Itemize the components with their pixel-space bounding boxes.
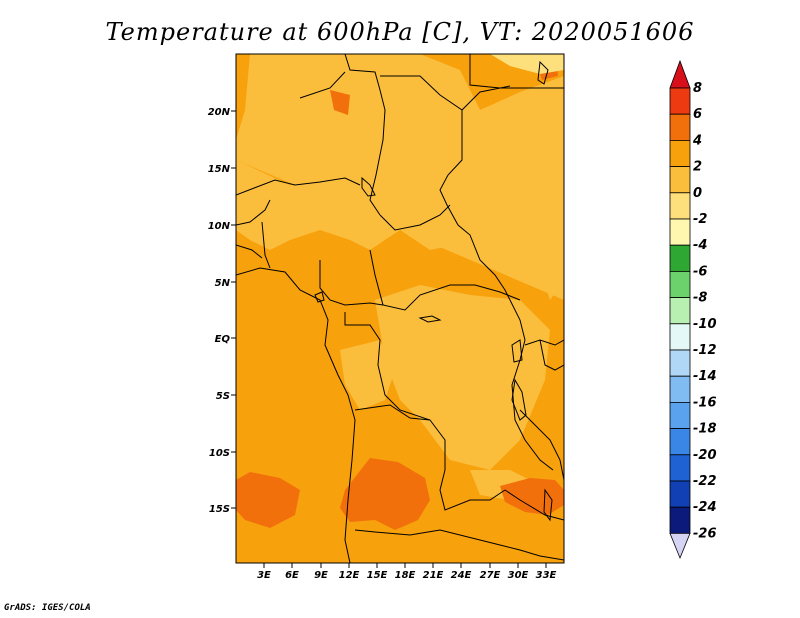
lon-tick-6e: 6E [285,563,299,581]
svg-text:EQ: EQ [215,334,231,345]
chart-title: Temperature at 600hPa [C], VT: 202005160… [105,18,695,46]
colorbar-bin-0-2 [669,166,691,194]
colorbar-label: 0 [693,186,702,201]
colorbar-label: -12 [693,343,717,358]
lon-tick-24e: 24E [451,563,472,581]
svg-text:18E: 18E [395,570,416,581]
svg-text:24E: 24E [451,570,472,581]
colorbar-bin-m22-m20 [669,454,691,482]
colorbar-label: -26 [693,526,717,541]
svg-text:10S: 10S [209,448,230,459]
svg-text:12E: 12E [339,570,360,581]
svg-text:33E: 33E [536,570,557,581]
svg-text:10N: 10N [208,221,231,232]
colorbar-label: -18 [693,422,717,437]
lon-tick-30e: 30E [508,563,529,581]
svg-text:15E: 15E [367,570,388,581]
lon-tick-33e: 33E [536,563,557,581]
latitude-axis: 20N 15N 10N 5N EQ 5S 10S 15S [208,107,236,515]
colorbar-label: -14 [693,369,717,384]
map-frame [235,53,565,564]
map-area [236,54,564,563]
colorbar-label: -16 [693,395,717,410]
colorbar-label: -10 [693,317,717,332]
lat-tick-10n: 10N [208,221,236,232]
svg-text:5S: 5S [216,391,230,402]
colorbar: 8 6 4 2 0 -2 -4 -6 -8 -10 -12 -14 -16 -1… [669,59,717,560]
colorbar-label: 6 [693,107,702,122]
colorbar-bin-m24-m22 [669,480,691,508]
colorbar-label: 4 [692,133,702,148]
lon-tick-3e: 3E [257,563,271,581]
svg-text:15N: 15N [208,164,231,175]
lon-tick-12e: 12E [339,563,360,581]
field-0-2 [236,54,564,500]
colorbar-label: -6 [693,264,707,279]
lat-tick-eq: EQ [215,334,236,345]
svg-text:30E: 30E [508,570,529,581]
colorbar-label: -4 [693,238,707,253]
colorbar-bin-m4-m2 [669,218,691,246]
colorbar-label: -8 [693,291,707,306]
colorbar-label: -24 [693,500,717,515]
lat-tick-10s: 10S [209,448,236,459]
lat-tick-5s: 5S [216,391,236,402]
colorbar-label: -2 [693,212,707,227]
colorbar-bin-6-8 [669,87,691,115]
colorbar-label: -20 [693,448,717,463]
colorbar-bin-2-4 [669,139,691,167]
svg-text:5N: 5N [215,278,231,289]
colorbar-label: 2 [693,160,702,175]
colorbar-bin-m20-m18 [669,428,691,456]
colorbar-bin-m8-m6 [669,270,691,298]
field-4-6 [236,58,564,530]
colorbar-bin-m12-m10 [669,323,691,351]
colorbar-over-triangle [669,59,691,89]
svg-text:20N: 20N [208,107,231,118]
field-m2-0 [490,54,564,74]
svg-text:21E: 21E [423,570,444,581]
lon-tick-27e: 27E [480,563,501,581]
lon-tick-21e: 21E [423,563,444,581]
lat-tick-15n: 15N [208,164,236,175]
svg-text:27E: 27E [480,570,501,581]
lon-tick-15e: 15E [367,563,388,581]
lat-tick-20n: 20N [208,107,236,118]
svg-text:6E: 6E [285,570,299,581]
colorbar-bin-m2-0 [669,192,691,220]
lakes [314,60,553,522]
colorbar-bin-m10-m8 [669,297,691,325]
country-borders [236,54,564,563]
lat-tick-5n: 5N [215,278,236,289]
svg-text:15S: 15S [209,504,230,515]
colorbar-label: -22 [693,474,717,489]
colorbar-bin-m18-m16 [669,401,691,429]
colorbar-label: 8 [693,81,702,96]
colorbar-bin-m6-m4 [669,244,691,272]
lon-tick-18e: 18E [395,563,416,581]
longitude-axis: 3E 6E 9E 12E 15E 18E 21E 24E 27E 30E 33E [257,563,557,581]
colorbar-under-triangle [669,533,691,560]
svg-text:3E: 3E [257,570,271,581]
colorbar-bin-m14-m12 [669,349,691,377]
svg-text:9E: 9E [314,570,328,581]
colorbar-bin-m16-m14 [669,375,691,403]
colorbar-bin-4-6 [669,113,691,141]
lon-tick-9e: 9E [314,563,328,581]
colorbar-bin-m26-m24 [669,506,691,534]
lat-tick-15s: 15S [209,504,236,515]
grads-credit: GrADS: IGES/COLA [4,603,91,613]
